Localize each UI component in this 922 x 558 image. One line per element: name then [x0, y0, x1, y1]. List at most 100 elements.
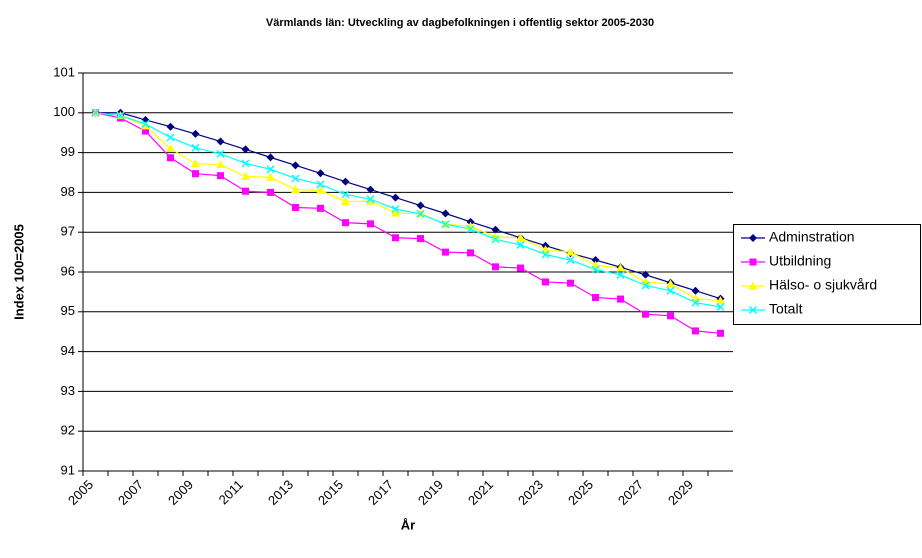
marker [491, 232, 500, 241]
marker [141, 121, 150, 130]
y-tick-label: 100 [53, 104, 75, 119]
marker [716, 302, 725, 312]
x-tick-label: 2025 [565, 477, 596, 508]
legend-label: Adminstration [769, 229, 855, 245]
x-tick-label: 2019 [415, 477, 446, 508]
marker [666, 286, 675, 295]
marker [416, 209, 425, 218]
marker [748, 281, 758, 290]
marker [141, 119, 150, 128]
marker [441, 220, 450, 229]
marker [591, 256, 600, 265]
marker [566, 256, 575, 265]
marker [466, 224, 475, 234]
marker [341, 177, 350, 186]
marker [516, 240, 525, 249]
y-tick-label: 98 [61, 184, 75, 199]
marker [91, 108, 100, 117]
marker [216, 160, 225, 169]
marker [217, 172, 224, 180]
marker [616, 263, 625, 272]
marker [492, 263, 499, 271]
marker [641, 281, 650, 290]
x-tick-label: 2009 [165, 477, 196, 508]
legend-box [733, 224, 921, 325]
marker [392, 234, 399, 242]
series-line [95, 112, 721, 334]
marker [116, 111, 125, 120]
y-tick-label: 93 [61, 383, 75, 398]
x-axis-label: År [401, 517, 415, 532]
marker [691, 298, 700, 307]
marker [266, 165, 275, 174]
marker [592, 293, 599, 301]
marker [642, 310, 649, 318]
marker [366, 195, 375, 204]
marker [316, 185, 325, 194]
marker [267, 188, 274, 196]
legend-label: Hälso- o sjukvård [769, 277, 877, 293]
marker [241, 145, 250, 154]
x-tick-label: 2023 [515, 477, 546, 508]
marker [342, 219, 349, 227]
y-tick-label: 101 [53, 64, 75, 79]
x-tick-label: 2005 [65, 477, 96, 508]
marker [666, 279, 675, 288]
x-tick-label: 2013 [265, 477, 296, 508]
x-tick-label: 2021 [465, 477, 496, 508]
marker [291, 161, 300, 170]
marker [516, 233, 525, 242]
marker [416, 201, 425, 210]
marker [417, 235, 424, 243]
marker [517, 264, 524, 272]
marker [366, 185, 375, 194]
legend-label: Utbildning [769, 253, 831, 269]
marker [749, 234, 757, 242]
x-tick-label: 2017 [365, 477, 396, 508]
marker [291, 174, 300, 183]
marker [317, 204, 324, 212]
marker [366, 196, 375, 205]
marker [316, 169, 325, 178]
marker [191, 129, 200, 138]
marker [191, 159, 200, 168]
marker [467, 249, 474, 257]
x-tick-label: 2015 [315, 477, 346, 508]
marker [691, 286, 700, 295]
y-tick-label: 92 [61, 423, 75, 438]
marker [542, 278, 549, 286]
marker [748, 305, 758, 315]
x-tick-label: 2029 [665, 477, 696, 508]
y-tick-label: 91 [61, 462, 75, 477]
marker [341, 197, 350, 206]
marker [242, 187, 249, 195]
marker [391, 193, 400, 202]
y-axis-label: Index 100=2005 [11, 224, 26, 320]
marker [717, 329, 724, 337]
marker [241, 159, 250, 168]
marker [617, 295, 624, 303]
y-tick-label: 95 [61, 303, 75, 318]
marker [692, 327, 699, 335]
x-tick-label: 2011 [216, 477, 246, 507]
marker [566, 247, 575, 256]
marker [616, 270, 625, 279]
marker [641, 270, 650, 279]
y-tick-label: 99 [61, 144, 75, 159]
marker [216, 149, 225, 158]
marker [442, 248, 449, 256]
marker [216, 137, 225, 146]
marker [391, 205, 400, 214]
marker [367, 220, 374, 228]
marker [749, 258, 757, 266]
marker [167, 154, 174, 162]
marker [266, 153, 275, 162]
marker [591, 265, 600, 274]
marker [266, 172, 275, 181]
marker [241, 171, 250, 180]
marker [166, 122, 175, 131]
marker [441, 209, 450, 218]
marker [341, 190, 350, 199]
marker [316, 180, 325, 189]
